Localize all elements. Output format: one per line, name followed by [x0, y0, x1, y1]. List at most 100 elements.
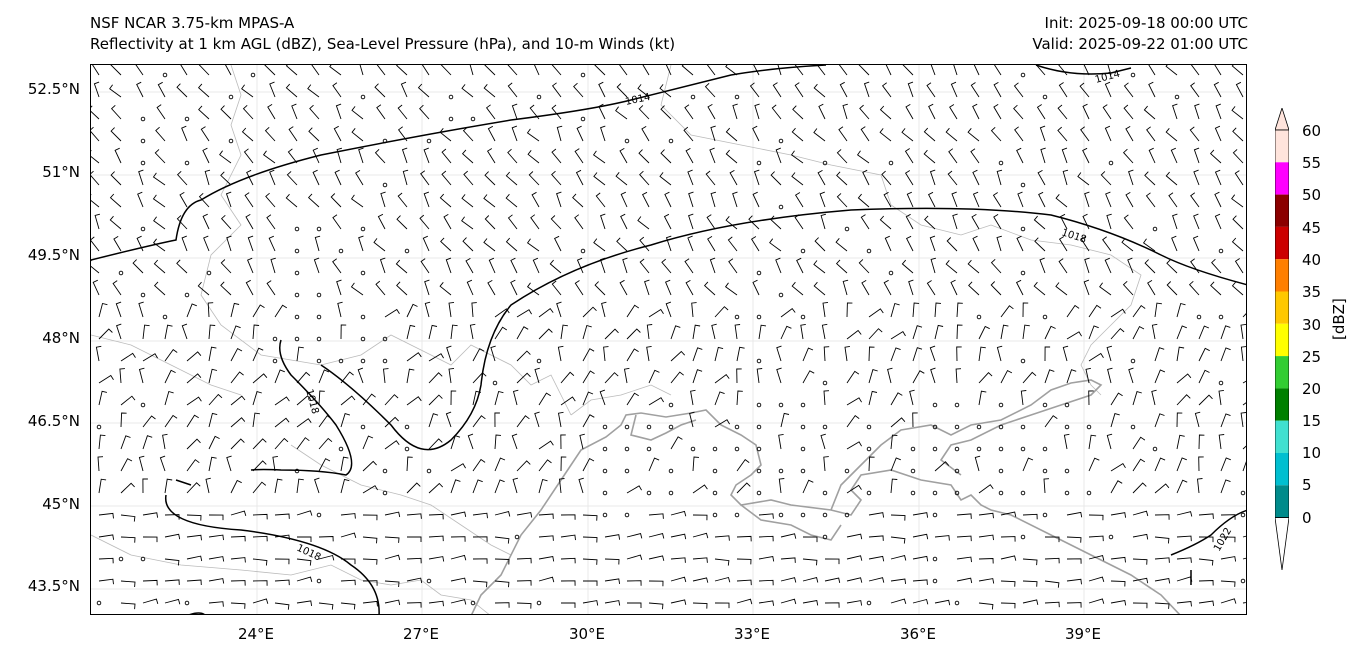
- wind-barb: [155, 126, 166, 142]
- wind-barb: [176, 259, 188, 274]
- wind-barb: [1154, 413, 1165, 428]
- wind-barb: [952, 213, 958, 230]
- wind-barb: [1123, 104, 1134, 120]
- wind-barb: [340, 602, 356, 610]
- wind-barb: [861, 280, 870, 296]
- wind-barb: [881, 82, 892, 98]
- wind-barb: [440, 65, 452, 76]
- wind-barb: [120, 435, 131, 450]
- wind-barb: [529, 104, 540, 120]
- calm-wind-marker: [976, 424, 982, 430]
- wind-barb: [1044, 536, 1060, 543]
- wind-barb: [626, 304, 640, 318]
- wind-barb: [1082, 103, 1090, 120]
- wind-barb: [792, 105, 804, 120]
- wind-barb: [362, 460, 377, 472]
- wind-barb: [1154, 457, 1166, 472]
- wind-barb: [620, 213, 628, 230]
- wind-barb: [947, 170, 958, 186]
- wind-barb: [91, 236, 100, 252]
- wind-barb: [204, 169, 211, 186]
- wind-barb: [98, 578, 114, 585]
- wind-barb: [274, 304, 288, 318]
- calm-wind-marker: [316, 578, 322, 584]
- calm-wind-marker: [734, 512, 740, 518]
- wind-barb: [846, 484, 862, 494]
- wind-barb: [1198, 536, 1214, 543]
- wind-barb: [644, 279, 650, 296]
- wind-barb: [1088, 555, 1105, 561]
- colorbar-segment: [1275, 226, 1289, 260]
- wind-barb: [582, 324, 592, 340]
- calm-wind-marker: [668, 138, 674, 144]
- wind-barb: [736, 535, 752, 542]
- wind-barb: [956, 302, 963, 318]
- wind-barb: [441, 170, 452, 186]
- map-panel[interactable]: 1014 1014 1018 1018 1018 1022: [90, 64, 1247, 615]
- wind-barb: [714, 576, 731, 583]
- wind-barb: [1061, 147, 1068, 164]
- calm-wind-marker: [140, 116, 146, 122]
- wind-barb: [604, 372, 619, 384]
- wind-barb: [802, 479, 814, 494]
- wind-barb: [318, 536, 334, 542]
- wind-barb: [287, 148, 298, 164]
- wind-barb: [313, 257, 320, 274]
- wind-barb: [670, 436, 683, 450]
- wind-barb: [1132, 533, 1149, 540]
- wind-barb: [626, 328, 641, 340]
- wind-barb: [912, 598, 929, 605]
- wind-barb: [934, 461, 950, 472]
- wind-barb: [993, 104, 1002, 120]
- wind-barb: [332, 82, 342, 98]
- wind-barb: [288, 126, 298, 142]
- wind-barb: [98, 390, 108, 406]
- wind-barb: [510, 257, 518, 274]
- wind-barb: [359, 65, 364, 76]
- wind-barb: [648, 580, 664, 587]
- lat-label: 49.5°N: [27, 246, 80, 264]
- wind-barb: [186, 482, 201, 494]
- wind-barb: [309, 104, 320, 120]
- calm-wind-marker: [844, 226, 850, 232]
- calm-wind-marker: [1064, 424, 1070, 430]
- wind-barb: [450, 511, 467, 517]
- wind-barb: [794, 65, 804, 76]
- wind-barb: [734, 324, 741, 340]
- wind-barb: [1240, 412, 1246, 428]
- wind-barb: [516, 602, 532, 609]
- wind-barb: [208, 435, 220, 450]
- wind-barb: [758, 600, 775, 606]
- wind-barb: [274, 396, 290, 406]
- wind-barb: [1084, 257, 1090, 274]
- wind-barb: [1037, 170, 1046, 186]
- wind-barb: [641, 126, 650, 142]
- wind-barb: [664, 191, 672, 208]
- wind-barb: [428, 394, 443, 406]
- wind-barb: [1132, 458, 1146, 472]
- wind-barb: [1132, 391, 1142, 406]
- calm-wind-marker: [756, 490, 762, 496]
- wind-barb: [780, 533, 797, 539]
- wind-barb: [1080, 236, 1090, 252]
- wind-barb: [98, 512, 114, 519]
- wind-barb: [208, 393, 223, 406]
- wind-barb: [274, 579, 290, 586]
- wind-barb: [274, 513, 290, 519]
- calm-wind-marker: [756, 160, 762, 166]
- wind-barb: [428, 482, 444, 494]
- wind-barb: [710, 191, 717, 208]
- wind-barb: [1100, 171, 1112, 186]
- wind-barb: [246, 169, 254, 186]
- wind-barb: [400, 81, 408, 98]
- wind-barb: [593, 172, 606, 186]
- wind-barb: [904, 170, 914, 186]
- lat-label: 51°N: [42, 163, 80, 181]
- wind-barb: [619, 279, 628, 296]
- calm-wind-marker: [316, 512, 322, 518]
- wind-barb: [1214, 125, 1222, 142]
- wind-barb: [926, 82, 936, 98]
- wind-barb: [1154, 514, 1170, 520]
- wind-barb: [1220, 325, 1231, 340]
- wind-barb: [441, 148, 452, 164]
